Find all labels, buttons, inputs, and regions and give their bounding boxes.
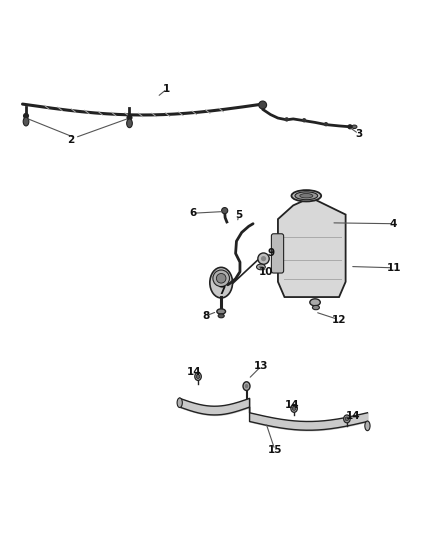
Ellipse shape bbox=[365, 421, 370, 431]
Ellipse shape bbox=[257, 264, 265, 270]
Text: 9: 9 bbox=[268, 247, 275, 257]
Text: 3: 3 bbox=[355, 129, 362, 139]
Text: 2: 2 bbox=[67, 135, 74, 145]
Text: 7: 7 bbox=[219, 286, 226, 295]
Ellipse shape bbox=[196, 375, 200, 378]
Text: 10: 10 bbox=[259, 267, 273, 277]
Circle shape bbox=[347, 124, 353, 130]
Ellipse shape bbox=[177, 398, 182, 408]
Text: 14: 14 bbox=[346, 411, 361, 421]
Circle shape bbox=[259, 101, 267, 109]
Text: 4: 4 bbox=[390, 219, 397, 229]
Ellipse shape bbox=[300, 193, 313, 198]
Ellipse shape bbox=[291, 190, 321, 201]
Ellipse shape bbox=[310, 299, 320, 306]
Circle shape bbox=[23, 113, 29, 119]
Ellipse shape bbox=[352, 125, 357, 128]
Ellipse shape bbox=[217, 309, 226, 314]
Text: 6: 6 bbox=[189, 208, 196, 218]
Ellipse shape bbox=[243, 382, 250, 391]
Text: 12: 12 bbox=[332, 315, 346, 325]
Text: 8: 8 bbox=[202, 311, 209, 321]
Ellipse shape bbox=[345, 417, 349, 421]
Circle shape bbox=[302, 118, 306, 123]
Ellipse shape bbox=[210, 268, 233, 298]
Ellipse shape bbox=[245, 384, 248, 389]
Ellipse shape bbox=[312, 305, 319, 310]
Text: 1: 1 bbox=[163, 84, 170, 94]
Circle shape bbox=[222, 207, 228, 214]
Ellipse shape bbox=[291, 405, 297, 413]
Ellipse shape bbox=[213, 270, 230, 287]
Circle shape bbox=[285, 117, 289, 122]
Circle shape bbox=[258, 253, 269, 264]
Circle shape bbox=[261, 256, 266, 261]
Text: 15: 15 bbox=[268, 445, 282, 455]
Ellipse shape bbox=[23, 117, 29, 126]
Ellipse shape bbox=[259, 265, 263, 268]
Polygon shape bbox=[278, 198, 346, 297]
Text: 13: 13 bbox=[254, 361, 268, 371]
Ellipse shape bbox=[216, 273, 226, 283]
Text: 14: 14 bbox=[187, 367, 201, 377]
Ellipse shape bbox=[218, 314, 224, 318]
Ellipse shape bbox=[127, 119, 132, 128]
Circle shape bbox=[324, 122, 328, 126]
FancyBboxPatch shape bbox=[272, 234, 284, 273]
Ellipse shape bbox=[195, 373, 201, 381]
Ellipse shape bbox=[344, 415, 350, 423]
Text: 14: 14 bbox=[285, 400, 300, 410]
Ellipse shape bbox=[295, 192, 318, 200]
Text: 11: 11 bbox=[386, 263, 401, 273]
Circle shape bbox=[127, 115, 133, 120]
Ellipse shape bbox=[292, 407, 296, 410]
Text: 5: 5 bbox=[235, 210, 242, 220]
